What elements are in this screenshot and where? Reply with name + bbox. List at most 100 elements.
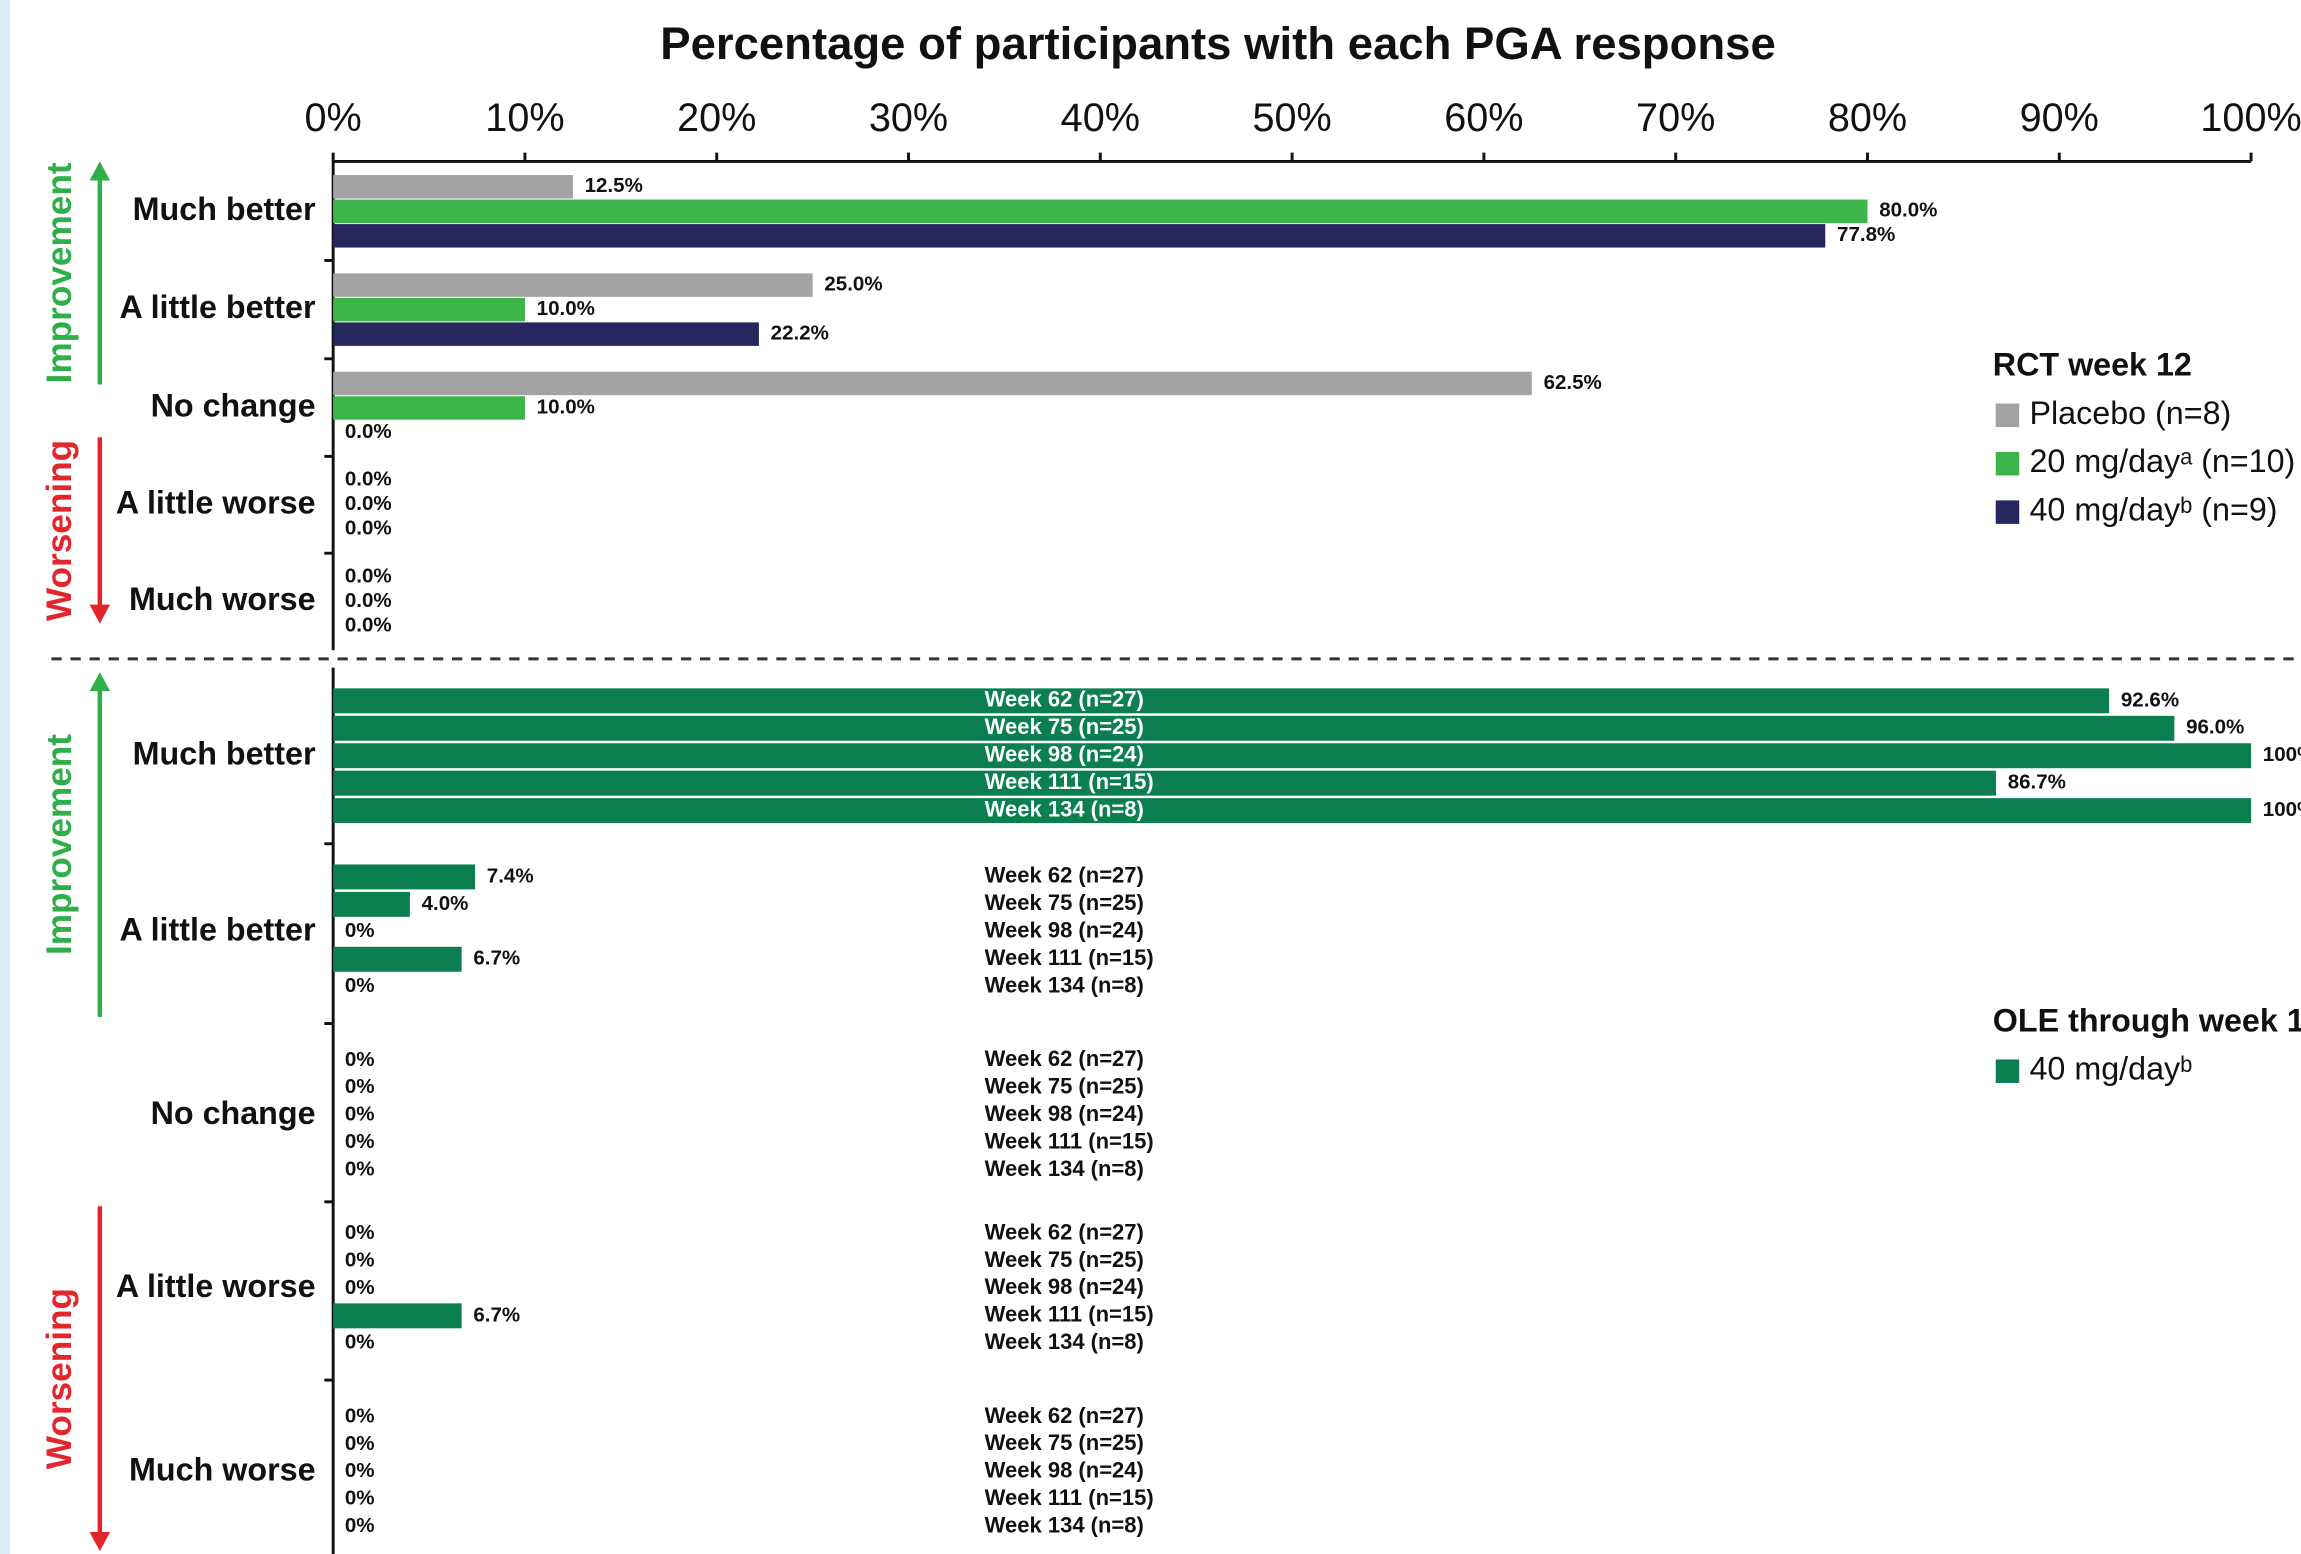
bar <box>333 371 1532 396</box>
bar <box>333 770 1996 796</box>
value-label: 0% <box>345 1432 375 1455</box>
value-label: 86.7% <box>2008 771 2066 794</box>
value-label: 0% <box>345 1331 375 1354</box>
legend-swatch <box>1995 403 2020 428</box>
value-label: 100% <box>2263 798 2301 821</box>
legend-swatch <box>1995 1059 2020 1083</box>
category-label: No change <box>151 387 316 423</box>
value-label: 0% <box>345 1248 375 1271</box>
value-label: 22.2% <box>771 322 829 345</box>
value-label: 0.0% <box>345 517 392 540</box>
bar <box>333 396 525 420</box>
value-label: 7.4% <box>487 864 534 887</box>
bar <box>333 715 2175 741</box>
category-label: A little worse <box>116 484 316 520</box>
value-label: 80.0% <box>1879 199 1937 222</box>
value-label: 0% <box>345 1276 375 1299</box>
value-label: 10.0% <box>537 297 595 320</box>
series-label: Week 98 (n=24) <box>985 1101 1144 1126</box>
legend-label: 40 mg/dayᵇ (n=9) <box>2029 492 2277 528</box>
category-label: Much worse <box>129 1451 315 1487</box>
series-label: Week 62 (n=27) <box>985 1219 1144 1244</box>
bar <box>333 322 759 346</box>
value-label: 0.0% <box>345 589 392 612</box>
group-label: Worsening <box>40 440 79 621</box>
series-label: Week 111 (n=15) <box>985 1302 1154 1327</box>
value-label: 0% <box>345 1048 375 1071</box>
series-label: Week 75 (n=25) <box>985 1247 1144 1272</box>
group-arrowhead <box>89 604 111 624</box>
x-tick-label: 80% <box>1828 96 1907 140</box>
value-label: 0% <box>345 919 375 942</box>
group-label: Improvement <box>40 162 79 383</box>
chart-title: Percentage of participants with each PGA… <box>660 18 1776 69</box>
category-label: A little better <box>120 289 316 325</box>
legend-title: RCT week 12 <box>1993 346 2192 382</box>
series-label: Week 111 (n=15) <box>985 1485 1154 1510</box>
left-strip <box>0 0 11 1554</box>
value-label: 96.0% <box>2186 716 2244 739</box>
value-label: 0.0% <box>345 420 392 443</box>
series-label: Week 75 (n=25) <box>985 1430 1144 1455</box>
value-label: 0% <box>345 1404 375 1427</box>
value-label: 92.6% <box>2121 688 2179 711</box>
value-label: 0% <box>345 1103 375 1126</box>
value-label: 100% <box>2263 743 2301 766</box>
bar <box>333 946 462 972</box>
series-label: Week 75 (n=25) <box>985 714 1144 739</box>
category-label: Much worse <box>129 581 315 617</box>
series-label: Week 62 (n=27) <box>985 687 1144 712</box>
series-label: Week 134 (n=8) <box>985 1513 1144 1538</box>
group-arrowhead <box>89 161 111 181</box>
series-label: Week 111 (n=15) <box>985 1128 1154 1153</box>
legend-swatch <box>1995 451 2020 476</box>
series-label: Week 111 (n=15) <box>985 945 1154 970</box>
series-label: Week 134 (n=8) <box>985 1329 1144 1354</box>
x-tick-label: 60% <box>1444 96 1523 140</box>
value-label: 25.0% <box>824 273 882 296</box>
value-label: 62.5% <box>1544 371 1602 394</box>
series-label: Week 62 (n=27) <box>985 863 1144 888</box>
bar <box>333 864 476 890</box>
legend-label: 20 mg/dayᵃ (n=10) <box>2029 443 2295 479</box>
bar <box>333 273 813 297</box>
bar <box>333 175 573 199</box>
legend-swatch <box>1995 500 2020 524</box>
series-label: Week 98 (n=24) <box>985 918 1144 943</box>
legend-label: Placebo (n=8) <box>2029 395 2231 431</box>
x-tick-label: 10% <box>485 96 564 140</box>
value-label: 6.7% <box>473 1303 520 1326</box>
series-label: Week 134 (n=8) <box>985 796 1144 821</box>
category-label: Much better <box>133 191 316 227</box>
value-label: 10.0% <box>537 395 595 418</box>
bar <box>333 199 1868 224</box>
value-label: 0% <box>345 974 375 997</box>
legend-title: OLE through week 134 <box>1993 1002 2301 1038</box>
series-label: Week 62 (n=27) <box>985 1046 1144 1071</box>
series-label: Week 62 (n=27) <box>985 1403 1144 1428</box>
series-label: Week 98 (n=24) <box>985 742 1144 767</box>
bar <box>333 297 525 322</box>
value-label: 6.7% <box>473 947 520 970</box>
value-label: 0% <box>345 1130 375 1153</box>
value-label: 0% <box>345 1075 375 1098</box>
value-label: 0% <box>345 1459 375 1482</box>
series-label: Week 75 (n=25) <box>985 890 1144 915</box>
series-label: Week 134 (n=8) <box>985 973 1144 998</box>
series-label: Week 111 (n=15) <box>985 769 1154 794</box>
bar <box>333 891 410 917</box>
bar <box>333 1303 462 1329</box>
group-arrowhead <box>89 1531 111 1552</box>
bar <box>333 688 2110 714</box>
value-label: 0.0% <box>345 468 392 491</box>
category-label: No change <box>151 1095 316 1131</box>
bar <box>333 798 2252 824</box>
value-label: 12.5% <box>585 174 643 197</box>
legend-label: 40 mg/dayᵇ <box>2029 1051 2192 1087</box>
x-tick-label: 100% <box>2200 96 2301 140</box>
value-label: 0% <box>345 1514 375 1537</box>
bar <box>333 224 1826 248</box>
value-label: 0% <box>345 1221 375 1244</box>
series-label: Week 98 (n=24) <box>985 1274 1144 1299</box>
